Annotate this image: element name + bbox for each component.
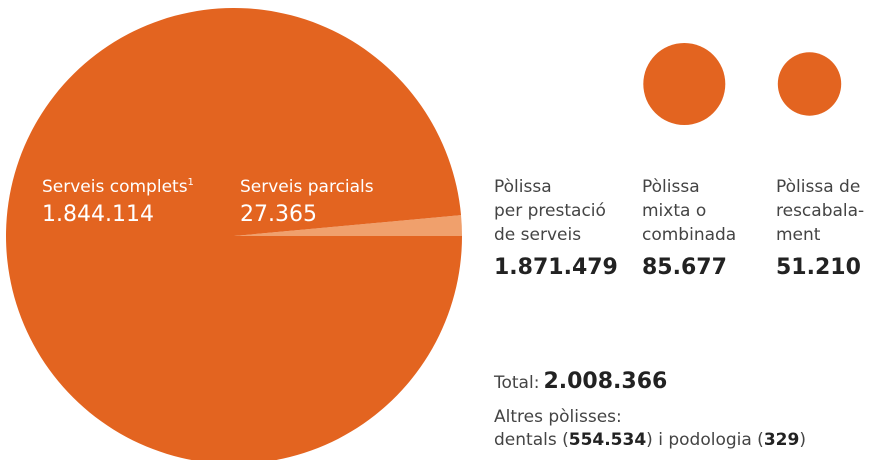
footnote-mark: 1: [188, 177, 194, 188]
slice-value: 27.365: [240, 202, 317, 227]
policy-circle: [643, 43, 726, 125]
other-value: 329: [764, 430, 800, 450]
policy-value: 51.210: [776, 255, 861, 280]
policy-label: ment: [776, 225, 821, 245]
other-text: ): [799, 430, 806, 450]
slice-name: Serveis parcials: [240, 177, 374, 197]
policy-label: Pòlissa: [494, 177, 552, 197]
policy-label: Pòlissa: [642, 177, 700, 197]
policy-value: 85.677: [642, 255, 727, 280]
other-text: ) i podologia (: [646, 430, 764, 450]
policy-label: combinada: [642, 225, 736, 245]
other-title: Altres pòlisses:: [494, 407, 622, 427]
slice-name: Serveis complets: [42, 177, 188, 197]
other-line: dentals (554.534) i podologia (329): [494, 430, 806, 450]
policy-label: mixta o: [642, 201, 706, 221]
slice-label: Serveis complets1: [42, 177, 194, 197]
other-text: dentals (: [494, 430, 569, 450]
policy-circle: [777, 52, 842, 116]
pie-slice: [234, 215, 462, 236]
policy-label: rescabala-: [776, 201, 864, 221]
total-value: 2.008.366: [543, 369, 667, 394]
total-label: Total:: [493, 373, 539, 393]
policy-label: Pòlissa de: [776, 177, 860, 197]
slice-value: 1.844.114: [42, 202, 154, 227]
total: Total: 2.008.366: [493, 369, 667, 394]
policy-label: per prestació: [494, 201, 606, 221]
policy-label: de serveis: [494, 225, 581, 245]
slice-label: Serveis parcials: [240, 177, 374, 197]
pie-slice: [6, 8, 462, 460]
other-value: 554.534: [569, 430, 647, 450]
policy-value: 1.871.479: [494, 255, 618, 280]
